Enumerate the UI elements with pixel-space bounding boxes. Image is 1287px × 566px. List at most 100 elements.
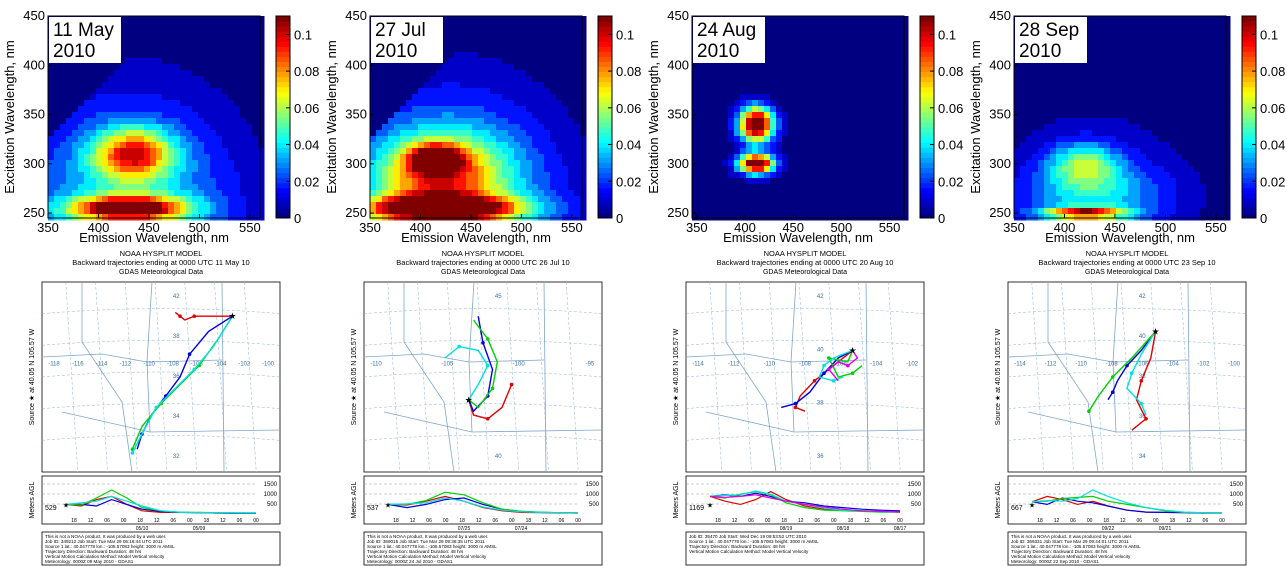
heatmap-cell bbox=[1116, 184, 1123, 191]
heatmap-cell bbox=[830, 46, 837, 53]
heatmap-cell bbox=[144, 190, 151, 197]
heatmap-cell bbox=[126, 46, 133, 53]
heatmap-cell bbox=[430, 70, 437, 77]
heatmap-cell bbox=[382, 154, 389, 161]
heatmap-cell bbox=[204, 100, 211, 107]
heatmap-cell bbox=[1056, 130, 1063, 137]
colorbar-segment bbox=[276, 132, 290, 138]
heatmap-cell bbox=[722, 106, 729, 113]
heatmap-cell bbox=[1152, 76, 1159, 83]
lon-label: -104 bbox=[214, 362, 227, 368]
heatmap-cell bbox=[902, 214, 909, 221]
heatmap-cell bbox=[532, 100, 539, 107]
heatmap-cell bbox=[890, 160, 897, 167]
heatmap-cell bbox=[460, 106, 467, 113]
heatmap-cell bbox=[484, 202, 491, 209]
heatmap-cell bbox=[836, 88, 843, 95]
heatmap-cell bbox=[704, 142, 711, 149]
heatmap-cell bbox=[896, 46, 903, 53]
heatmap-cell bbox=[174, 64, 181, 71]
heatmap-cell bbox=[466, 88, 473, 95]
heatmap-cell bbox=[192, 82, 199, 89]
heatmap-cell bbox=[204, 76, 211, 83]
heatmap-cell bbox=[1050, 196, 1057, 203]
heatmap-cell bbox=[556, 100, 563, 107]
colorbar-segment bbox=[920, 81, 934, 88]
heatmap-cell bbox=[72, 166, 79, 173]
heatmap-cell bbox=[138, 28, 145, 35]
heatmap-cell bbox=[66, 136, 73, 143]
heatmap-cell bbox=[526, 160, 533, 167]
heatmap-cell bbox=[436, 64, 443, 71]
heatmap-cell bbox=[448, 88, 455, 95]
heatmap-cell bbox=[1026, 184, 1033, 191]
heatmap-cell bbox=[84, 148, 91, 155]
heatmap-cell bbox=[174, 46, 181, 53]
heatmap-cell bbox=[794, 166, 801, 173]
heatmap-cell bbox=[764, 64, 771, 71]
heatmap-cell bbox=[902, 160, 909, 167]
heatmap-cell bbox=[568, 70, 575, 77]
heatmap-cell bbox=[174, 34, 181, 41]
heatmap-cell bbox=[1110, 172, 1117, 179]
heatmap-cell bbox=[1140, 88, 1147, 95]
heatmap-cell bbox=[854, 22, 861, 29]
heatmap-cell bbox=[1134, 112, 1141, 119]
y-tick-label: 350 bbox=[667, 107, 689, 122]
heatmap-cell bbox=[114, 106, 121, 113]
heatmap-cell bbox=[66, 76, 73, 83]
heatmap-cell bbox=[848, 124, 855, 131]
heatmap-cell bbox=[412, 202, 419, 209]
heatmap-cell bbox=[424, 82, 431, 89]
heatmap-cell bbox=[96, 70, 103, 77]
heatmap-cell bbox=[544, 88, 551, 95]
heatmap-cell bbox=[222, 196, 229, 203]
heatmap-cell bbox=[222, 202, 229, 209]
heatmap-cell bbox=[406, 214, 413, 221]
heatmap-cell bbox=[532, 40, 539, 47]
heatmap-cell bbox=[370, 208, 377, 215]
heatmap-cell bbox=[1128, 70, 1135, 77]
heatmap-cell bbox=[1044, 214, 1051, 221]
heatmap-cell bbox=[1146, 76, 1153, 83]
heatmap-cell bbox=[722, 154, 729, 161]
heatmap-cell bbox=[472, 64, 479, 71]
eem-plot-frame bbox=[47, 15, 261, 219]
heatmap-cell bbox=[376, 196, 383, 203]
heatmap-cell bbox=[800, 184, 807, 191]
heatmap-cell bbox=[394, 208, 401, 215]
heatmap-cell bbox=[722, 118, 729, 125]
heatmap-cell bbox=[234, 190, 241, 197]
heatmap-cell bbox=[454, 208, 461, 215]
heatmap-cell bbox=[1134, 136, 1141, 143]
heatmap-cell bbox=[800, 70, 807, 77]
heatmap-cell bbox=[1140, 196, 1147, 203]
heatmap-cell bbox=[1098, 136, 1105, 143]
colorbar-segment bbox=[920, 117, 934, 123]
heatmap-cell bbox=[66, 82, 73, 89]
colorbar-segment bbox=[920, 202, 934, 209]
heatmap-cell bbox=[1056, 76, 1063, 83]
heatmap-cell bbox=[866, 34, 873, 41]
heatmap-cell bbox=[752, 184, 759, 191]
heatmap-cell bbox=[782, 64, 789, 71]
heatmap-cell bbox=[1062, 142, 1069, 149]
colorbar-segment bbox=[920, 142, 934, 148]
heatmap-cell bbox=[1116, 40, 1123, 47]
heatmap-cell bbox=[830, 76, 837, 83]
heatmap-cell bbox=[574, 34, 581, 41]
heatmap-cell bbox=[1110, 214, 1117, 221]
heatmap-cell bbox=[1044, 202, 1051, 209]
heatmap-cell bbox=[258, 46, 265, 53]
heatmap-cell bbox=[860, 46, 867, 53]
heatmap-cell bbox=[1026, 166, 1033, 173]
heatmap-cell bbox=[48, 214, 55, 221]
heatmap-cell bbox=[138, 16, 145, 23]
heatmap-cell bbox=[54, 94, 61, 101]
heatmap-cell bbox=[1074, 196, 1081, 203]
heatmap-cell bbox=[400, 142, 407, 149]
heatmap-cell bbox=[54, 70, 61, 77]
heatmap-cell bbox=[120, 208, 127, 215]
heatmap-cell bbox=[222, 82, 229, 89]
